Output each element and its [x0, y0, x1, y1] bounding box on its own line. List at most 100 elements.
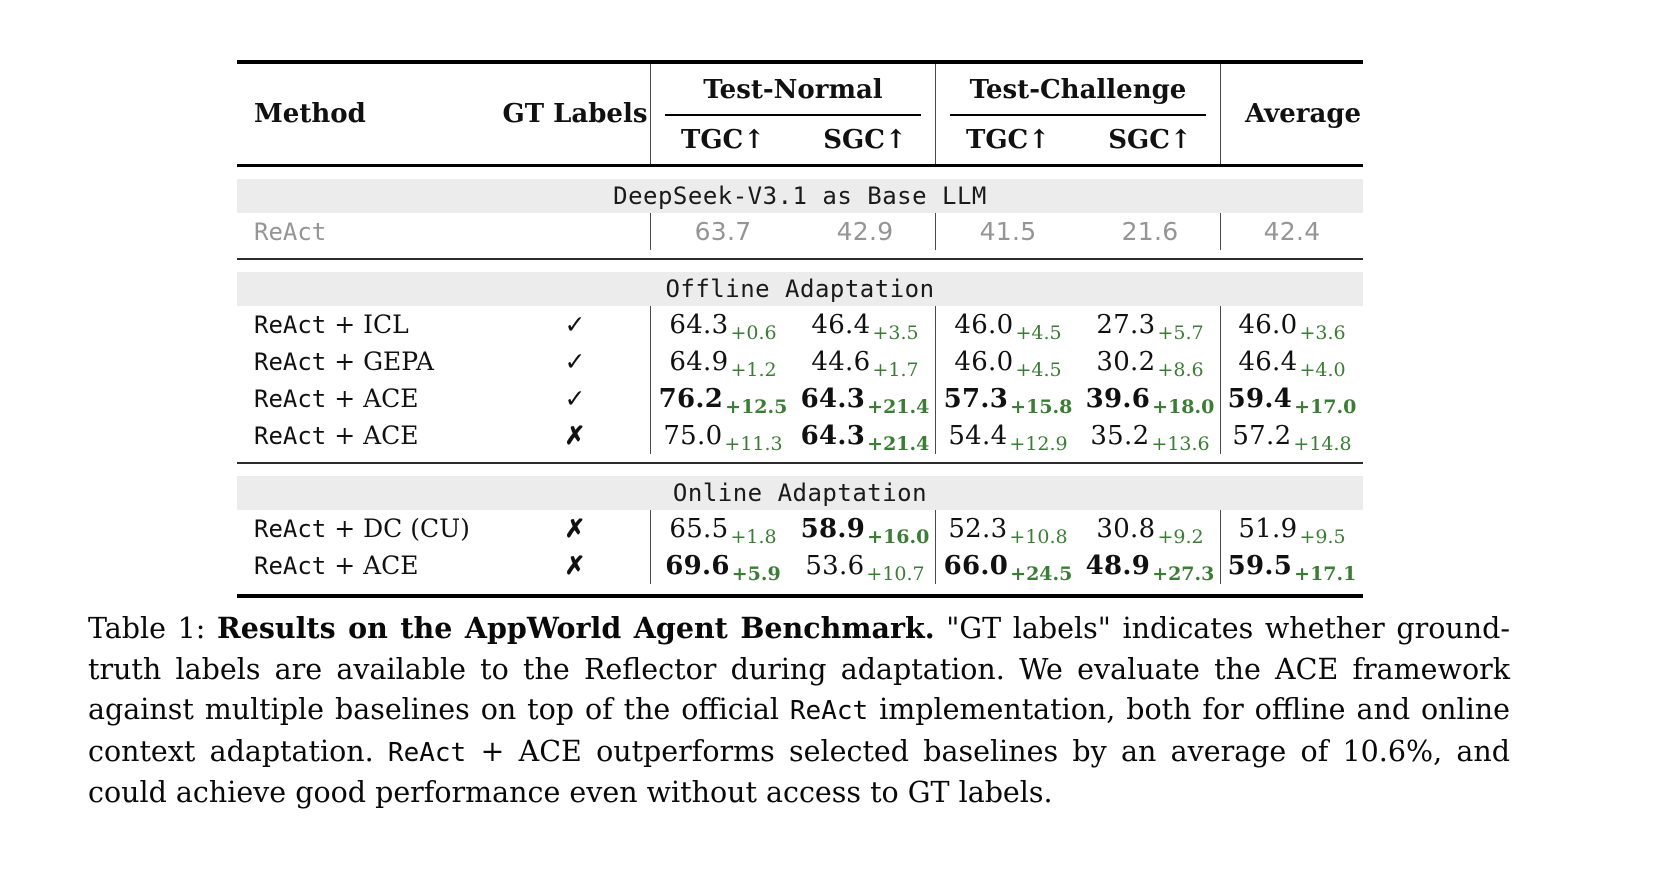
value-cell: 75.0 +11.3 [650, 417, 795, 455]
delta-subscript: +10.7 [866, 562, 925, 585]
delta-subscript: +12.9 [1009, 432, 1068, 455]
value-cell: 59.5 +17.1 [1220, 547, 1363, 585]
value-cell: 52.3 +10.8 [935, 510, 1080, 548]
value-cell: 64.3 +0.6 [650, 306, 795, 344]
value-cell: 64.9 +1.2 [650, 343, 795, 381]
value-cell: 59.4 +17.0 [1220, 380, 1363, 418]
value-cell: 76.2 +12.5 [650, 380, 795, 418]
score-value: 41.5 [979, 217, 1037, 246]
header-test-challenge: Test-Challenge [935, 64, 1220, 116]
score-value: 58.9 [800, 513, 866, 544]
score-value: 46.0 [954, 309, 1014, 340]
score-value: 65.5 [669, 513, 729, 544]
score-value: 64.9 [669, 346, 729, 377]
score-value: 46.0 [1238, 309, 1298, 340]
value-cell: 41.5 [935, 213, 1080, 250]
method-name: ReAct [254, 217, 327, 246]
caption-segment: ReAct [789, 696, 869, 726]
score-value: 75.0 [663, 420, 723, 451]
value-cell: 44.6 +1.7 [795, 343, 935, 381]
value-cell: 46.4 +3.5 [795, 306, 935, 344]
delta-subscript: +1.7 [872, 358, 919, 381]
cross-icon: ✗ [564, 421, 586, 450]
method-name: ReAct [254, 384, 327, 413]
header-gt-labels: GT Labels [502, 99, 648, 129]
table-header-rule [237, 164, 1363, 167]
method-cell: ReAct + GEPA [237, 343, 500, 380]
value-cell: 48.9 +27.3 [1080, 547, 1220, 585]
value-cell: 35.2 +13.6 [1080, 417, 1220, 455]
value-cell: 64.3 +21.4 [795, 417, 935, 455]
delta-subscript: +16.0 [867, 525, 930, 548]
caption-segment: ReAct [387, 737, 467, 768]
table-row: ReAct + ACE ✗ 69.6 +5.9 53.6 +10.7 66.0 +24.5 48… [237, 547, 1363, 585]
value-cell: 63.7 [650, 213, 795, 250]
score-value: 57.2 [1232, 420, 1292, 451]
delta-subscript: +13.6 [1151, 432, 1210, 455]
caption-segment: Results on the AppWorld Agent Benchmark. [217, 611, 935, 645]
method-name: ReAct [254, 310, 327, 339]
delta-subscript: +17.1 [1294, 562, 1357, 585]
cross-icon: ✗ [564, 514, 586, 543]
score-value: 69.6 [665, 550, 730, 581]
caption-segment: implementation, both for offline and onl… [88, 693, 1510, 768]
score-value: 39.6 [1085, 383, 1151, 414]
delta-subscript: +18.0 [1152, 395, 1215, 418]
value-cell: 58.9 +16.0 [795, 510, 935, 548]
delta-subscript: +11.3 [724, 432, 783, 455]
table-row: ReAct + DC (CU) ✗ 65.5 +1.8 58.9 +16.0 52.3 +10… [237, 510, 1363, 548]
score-value: 66.0 [943, 550, 1009, 581]
method-name: ReAct [254, 347, 327, 376]
score-value: 59.4 [1227, 383, 1293, 414]
value-cell: 46.0 +4.5 [935, 343, 1080, 381]
section-midrule [237, 462, 1363, 464]
method-cell: ReAct + ACE [237, 380, 500, 417]
table-row: ReAct + ICL ✓ 64.3 +0.6 46.4 +3.5 46.0 +4.5 27.3… [237, 306, 1363, 344]
delta-subscript: +8.6 [1157, 358, 1204, 381]
caption-segment: "GT labels" indicates whether ground-tru… [88, 612, 1511, 726]
method-cell: ReAct [237, 213, 500, 250]
method-suffix: + ICL [326, 310, 409, 339]
method-cell: ReAct + ACE [237, 547, 500, 584]
value-cell: 57.2 +14.8 [1220, 417, 1363, 455]
table-top-rule [237, 60, 1363, 64]
method-cell: ReAct + DC (CU) [237, 510, 500, 547]
delta-subscript: +27.3 [1152, 562, 1215, 585]
value-cell: 53.6 +10.7 [795, 547, 935, 585]
score-value: 54.4 [948, 420, 1008, 451]
delta-subscript: +4.5 [1015, 321, 1062, 344]
delta-subscript: +5.9 [731, 562, 781, 585]
delta-subscript: +5.7 [1157, 321, 1204, 344]
table-bottom-rule [237, 594, 1363, 598]
delta-subscript: +9.2 [1157, 525, 1204, 548]
delta-subscript: +1.8 [730, 525, 777, 548]
value-cell: 42.9 [795, 213, 935, 250]
score-value: 63.7 [694, 217, 752, 246]
value-cell: 30.8 +9.2 [1080, 510, 1220, 548]
score-value: 30.2 [1096, 346, 1156, 377]
value-cell: 66.0 +24.5 [935, 547, 1080, 585]
table-row: ReAct + ACE ✗ 75.0 +11.3 64.3 +21.4 54.4 +12.9 3… [237, 417, 1363, 455]
value-cell: 69.6 +5.9 [650, 547, 795, 585]
score-value: 30.8 [1096, 513, 1156, 544]
results-table: Method GT Labels Test-Normal Test-Challe… [237, 60, 1363, 598]
score-value: 44.6 [811, 346, 871, 377]
cross-icon: ✗ [564, 551, 586, 580]
method-cell: ReAct + ACE [237, 417, 500, 454]
section-band: Online Adaptation [237, 476, 1363, 510]
header-tgc-challenge: TGC↑ [935, 116, 1080, 164]
score-value: 46.4 [1238, 346, 1298, 377]
delta-subscript: +24.5 [1010, 562, 1073, 585]
check-icon: ✓ [564, 384, 586, 413]
score-value: 64.3 [800, 383, 866, 414]
method-suffix: + DC (CU) [326, 514, 470, 543]
delta-subscript: +0.6 [730, 321, 777, 344]
score-value: 59.5 [1227, 550, 1293, 581]
value-cell: 57.3 +15.8 [935, 380, 1080, 418]
delta-subscript: +3.5 [872, 321, 919, 344]
method-suffix: + ACE [326, 551, 419, 580]
table-header: Method GT Labels Test-Normal Test-Challe… [237, 64, 1363, 164]
value-cell: 42.4 [1220, 213, 1363, 250]
caption-segment: + ACE outperforms selected baselines by … [88, 734, 1510, 810]
